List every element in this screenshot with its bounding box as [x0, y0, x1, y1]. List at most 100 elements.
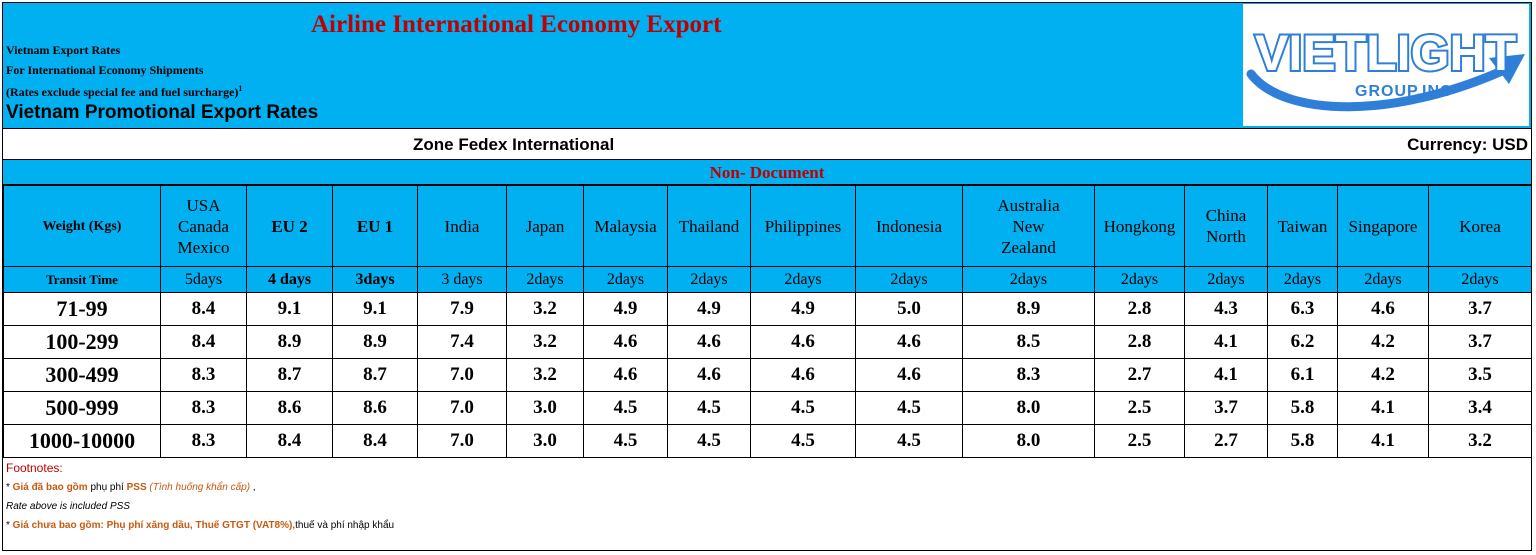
rate-cell: 4.6: [583, 358, 668, 392]
rate-cell: 8.9: [962, 292, 1095, 326]
rate-cell: 7.0: [417, 358, 507, 392]
rate-cell: 7.0: [417, 424, 507, 458]
rate-cell: 3.7: [1184, 391, 1268, 425]
rate-cell: 4.5: [855, 424, 963, 458]
subtitle-exclusions: (Rates exclude special fee and fuel surc…: [6, 84, 243, 99]
transit-time-cell: 2days: [1184, 266, 1268, 293]
sheet-title: Airline International Economy Export: [311, 11, 722, 38]
rate-cell: 5.0: [855, 292, 963, 326]
rate-cell: 6.1: [1267, 358, 1338, 392]
rate-cell: 2.8: [1094, 292, 1185, 326]
zone-column-header: Thailand: [667, 185, 751, 267]
rate-cell: 8.4: [332, 424, 418, 458]
rate-cell: 7.0: [417, 391, 507, 425]
transit-time-cell: 2days: [855, 266, 963, 293]
table-row: 71-99 8.4 9.1 9.1 7.9 3.2 4.9 4.9 4.9 5.0 8.9 2.8 4.…: [3, 292, 1532, 326]
zone-column-header: Singapore: [1337, 185, 1429, 267]
currency-label: Currency: USD: [1407, 135, 1528, 154]
footnotes-title: Footnotes:: [6, 461, 63, 475]
zone-row: Zone Fedex International Currency: USD: [3, 129, 1531, 160]
transit-time-cell: 2days: [1337, 266, 1429, 293]
rate-cell: 8.4: [160, 325, 247, 359]
rate-cell: 2.5: [1094, 424, 1185, 458]
transit-time-cell: 2days: [583, 266, 668, 293]
zone-column-header: Japan: [506, 185, 584, 267]
zone-column-header: China North: [1184, 185, 1268, 267]
zone-column-header: Korea: [1428, 185, 1532, 267]
rate-cell: 4.1: [1337, 424, 1429, 458]
rate-cell: 8.9: [246, 325, 333, 359]
weight-header: Weight (Kgs): [3, 185, 161, 267]
rate-cell: 7.9: [417, 292, 507, 326]
subtitle-shipments: For International Economy Shipments: [6, 63, 204, 77]
transit-time-cell: 3days: [332, 266, 418, 293]
rate-cell: 4.1: [1337, 391, 1429, 425]
transit-time-label: Transit Time: [3, 266, 161, 293]
table-row: 300-499 8.3 8.7 8.7 7.0 3.2 4.6 4.6 4.6 4.6 8.3 2.7…: [3, 358, 1532, 392]
rate-cell: 9.1: [246, 292, 333, 326]
rate-cell: 4.3: [1184, 292, 1268, 326]
footnote-included: * Giá đã bao gồm phụ phí PSS (Tình huống…: [6, 482, 256, 493]
zone-column-header: EU 1: [332, 185, 418, 267]
footnote-excluded: * Giá chưa bao gồm: Phụ phí xăng dầu, Th…: [6, 520, 395, 531]
rate-cell: 8.3: [962, 358, 1095, 392]
rate-cell: 4.6: [750, 325, 856, 359]
table-header-row: Weight (Kgs) USA Canada Mexico EU 2 EU 1 Ind…: [3, 185, 1532, 267]
rate-cell: 8.9: [332, 325, 418, 359]
rate-cell: 2.5: [1094, 391, 1185, 425]
rate-cell: 4.5: [583, 391, 668, 425]
rate-cell: 4.9: [583, 292, 668, 326]
transit-time-cell: 2days: [962, 266, 1095, 293]
rate-cell: 8.0: [962, 391, 1095, 425]
rate-cell: 4.6: [855, 358, 963, 392]
rate-cell: 8.4: [246, 424, 333, 458]
rate-cell: 4.6: [855, 325, 963, 359]
rate-cell: 2.7: [1094, 358, 1185, 392]
promo-heading: Vietnam Promotional Export Rates: [6, 102, 319, 123]
transit-time-cell: 2days: [667, 266, 751, 293]
rate-cell: 3.0: [506, 424, 584, 458]
rate-cell: 4.1: [1184, 358, 1268, 392]
rate-cell: 8.4: [160, 292, 247, 326]
header-banner: Airline International Economy Export Vie…: [3, 3, 1531, 129]
logo-wordmark-fill: VIETLIGHT: [1255, 25, 1516, 81]
rate-cell: 8.7: [332, 358, 418, 392]
transit-time-cell: 2days: [1267, 266, 1338, 293]
footnotes: Footnotes: * Giá đã bao gồm phụ phí PSS …: [6, 459, 394, 535]
rate-cell: 4.9: [667, 292, 751, 326]
zone-column-header: Malaysia: [583, 185, 668, 267]
zone-column-header: India: [417, 185, 507, 267]
zone-column-header: Hongkong: [1094, 185, 1185, 267]
rate-cell: 3.4: [1428, 391, 1532, 425]
transit-time-cell: 2days: [1428, 266, 1532, 293]
subtitle-export-rates: Vietnam Export Rates: [6, 43, 121, 57]
rate-cell: 4.6: [667, 325, 751, 359]
rate-cell: 3.2: [506, 358, 584, 392]
rate-cell: 5.8: [1267, 391, 1338, 425]
table-row: 1000-10000 8.3 8.4 8.4 7.0 3.0 4.5 4.5 4.5 4.5 8.0…: [3, 424, 1532, 458]
rates-table: Weight (Kgs) USA Canada Mexico EU 2 EU 1 Ind…: [3, 185, 1532, 458]
rate-cell: 7.4: [417, 325, 507, 359]
weight-range-cell: 500-999: [3, 391, 161, 425]
rate-cell: 4.6: [750, 358, 856, 392]
rate-cell: 3.2: [1428, 424, 1532, 458]
transit-time-cell: 2days: [750, 266, 856, 293]
rate-cell: 3.5: [1428, 358, 1532, 392]
zone-column-header: USA Canada Mexico: [160, 185, 247, 267]
rate-cell: 4.1: [1184, 325, 1268, 359]
rate-cell: 5.8: [1267, 424, 1338, 458]
rate-cell: 4.6: [583, 325, 668, 359]
zone-title: Zone Fedex International: [413, 135, 615, 154]
rate-cell: 8.7: [246, 358, 333, 392]
rate-cell: 8.3: [160, 391, 247, 425]
transit-time-cell: 2days: [506, 266, 584, 293]
rate-cell: 8.5: [962, 325, 1095, 359]
footnote-pss: Rate above is included PSS: [6, 501, 130, 512]
rate-cell: 3.7: [1428, 292, 1532, 326]
rate-cell: 2.8: [1094, 325, 1185, 359]
zone-column-header: EU 2: [246, 185, 333, 267]
rate-cell: 4.5: [750, 424, 856, 458]
transit-time-row: Transit Time 5days 4 days 3days 3 days 2days 2…: [3, 266, 1532, 293]
rate-cell: 6.3: [1267, 292, 1338, 326]
